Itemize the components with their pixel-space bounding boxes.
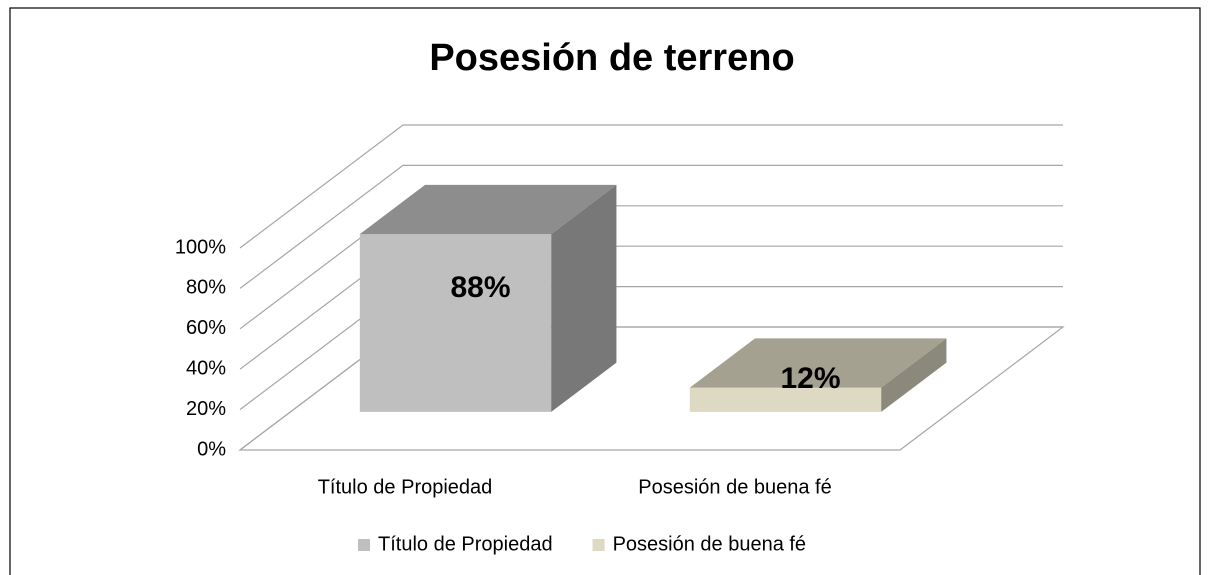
chart-title: Posesión de terreno (429, 37, 794, 79)
bar-top (359, 184, 617, 235)
bar-side (881, 338, 947, 412)
bar-front (359, 234, 552, 412)
x-tick-label: Posesión de buena fé (638, 476, 832, 498)
legend-label: Título de Propiedad (378, 533, 553, 555)
data-label: 88% (451, 271, 511, 304)
y-tick-label: 20% (186, 398, 226, 420)
legend-label: Posesión de buena fé (613, 533, 807, 555)
x-tick-label: Título de Propiedad (318, 476, 493, 498)
data-label: 12% (781, 362, 841, 395)
bar-top (689, 338, 947, 388)
legend-swatch (358, 539, 370, 551)
bar-side (551, 184, 617, 412)
y-tick-label: 60% (186, 317, 226, 339)
legend-swatch (592, 539, 605, 551)
bar-front (689, 387, 882, 412)
y-tick-label: 0% (197, 438, 226, 460)
y-tick-label: 100% (175, 236, 226, 258)
y-tick-label: 40% (186, 357, 226, 379)
grid-line (239, 164, 1063, 289)
y-tick-label: 80% (186, 277, 226, 299)
grid-line (239, 124, 1063, 249)
